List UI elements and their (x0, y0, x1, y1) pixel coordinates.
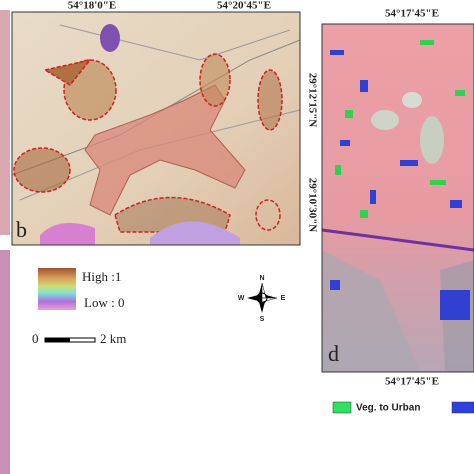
coord-label: 54°17'45"E (385, 376, 439, 388)
color-ramp (38, 268, 76, 310)
compass-n: N (259, 275, 264, 282)
panel-a-strip (0, 10, 10, 235)
urban-area (84, 84, 246, 216)
panel-d: 54°17'45"E 54°17'45"E d Veg. to Urban (321, 8, 474, 414)
scale-end: 2 km (100, 331, 126, 346)
green-patches (335, 40, 465, 218)
coord-label: 54°18'0"E (68, 0, 116, 12)
peak (100, 24, 120, 52)
coord-label: 29°10'30"N (306, 178, 318, 233)
compass-w: W (238, 295, 245, 302)
compass-e: E (281, 295, 286, 302)
scale-bar-fill (45, 338, 70, 342)
blue-patches (330, 50, 470, 320)
legend-item: Veg. to Urban (356, 403, 420, 414)
zone (43, 58, 92, 86)
panel-d-border (321, 23, 474, 373)
grey-area (322, 250, 420, 372)
road (321, 228, 474, 252)
legend-low: Low : 0 (84, 295, 124, 310)
zone (257, 69, 283, 131)
coord-label: 54°17'45"E (385, 8, 439, 20)
hill-band (150, 221, 240, 245)
hill (402, 92, 422, 108)
zone (199, 53, 231, 107)
zone (13, 147, 71, 193)
panel-b-border (11, 11, 301, 246)
panel-label: b (16, 217, 27, 242)
legend-swatch (332, 401, 352, 414)
coord-label: 54°20'45"E (217, 0, 271, 12)
panel-b: 54°18'0"E 54°20'45"E 29°12'15"N 29°10'30… (11, 0, 318, 246)
legend-high: High :1 (82, 269, 121, 284)
scale-start: 0 (32, 331, 39, 346)
compass-s: S (260, 316, 265, 323)
hill (371, 110, 399, 130)
hill-band (40, 222, 95, 245)
legend-swatch (451, 401, 474, 414)
coord-label: 29°12'15"N (306, 73, 318, 128)
hill (420, 116, 444, 164)
zone (255, 199, 281, 231)
panel-c-strip (0, 250, 10, 474)
road (11, 39, 301, 176)
compass: N E S W (238, 275, 286, 323)
panel-label: d (328, 341, 339, 366)
